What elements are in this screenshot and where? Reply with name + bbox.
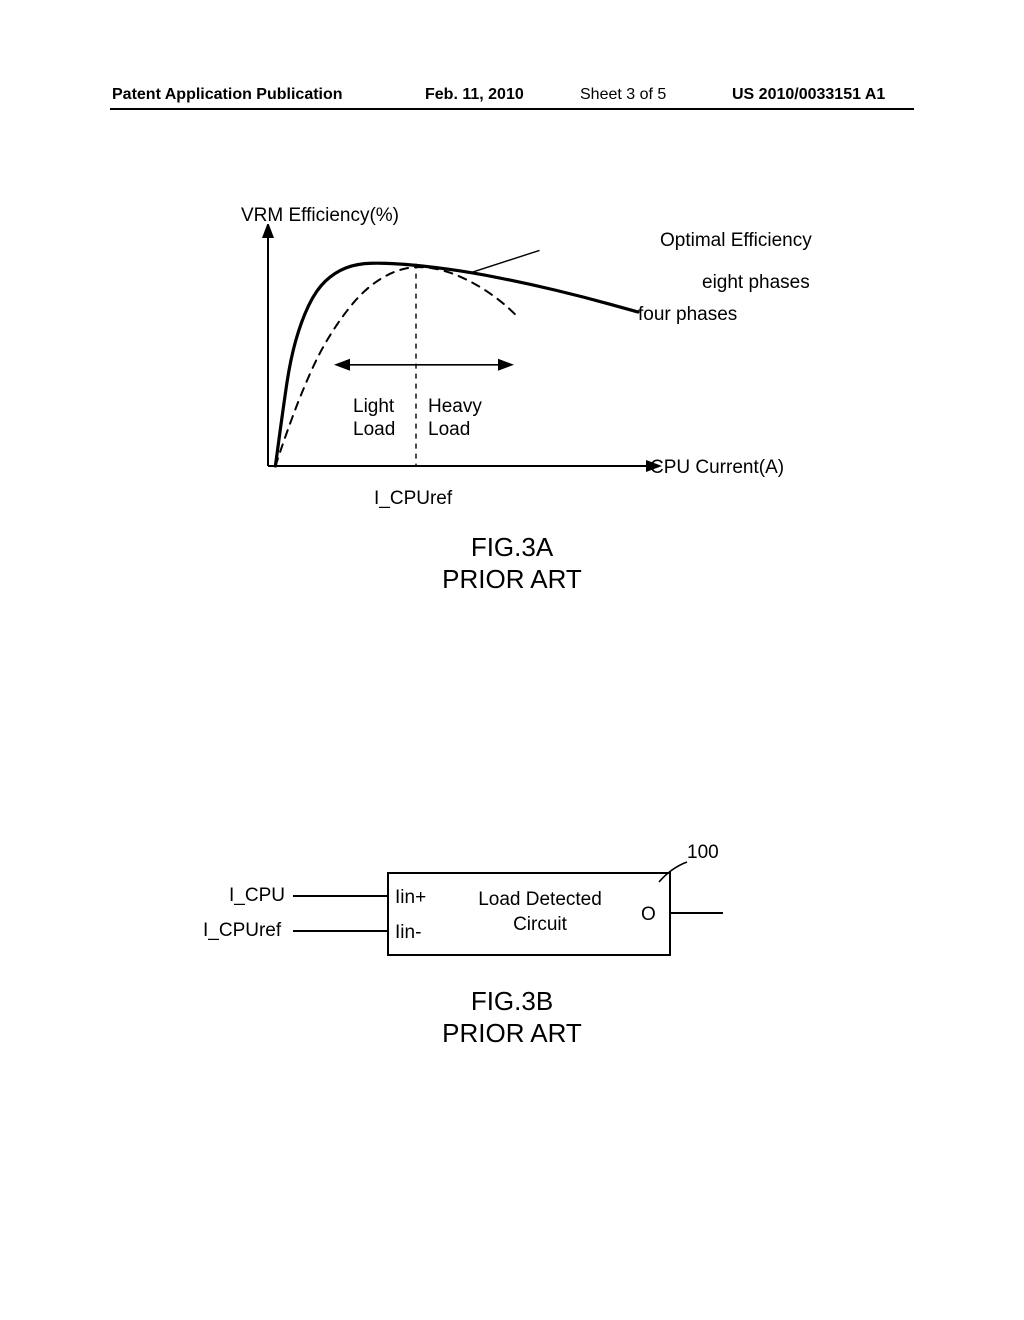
header-rule xyxy=(110,108,914,110)
page: Patent Application Publication Feb. 11, … xyxy=(0,0,1024,1320)
icpu-label: I_CPU xyxy=(229,885,285,907)
out-label: O xyxy=(641,904,656,926)
load-detected-circuit-diagram: 100 I_CPU I_CPUref Iin+ Iin- Load Detect… xyxy=(257,850,807,1000)
wire-in1-icon xyxy=(293,895,387,897)
pin1-label: Iin+ xyxy=(395,887,426,909)
header-date: Feb. 11, 2010 xyxy=(425,86,524,104)
header-left: Patent Application Publication xyxy=(112,86,343,104)
fig3a-subtitle: PRIOR ART xyxy=(0,564,1024,595)
fig3b-title: FIG.3B xyxy=(0,986,1024,1017)
icpuref-label: I_CPUref xyxy=(203,920,281,942)
wire-out-icon xyxy=(669,912,723,914)
x-axis-label: CPU Current(A) xyxy=(650,457,784,479)
eight-phases-label: eight phases xyxy=(702,272,810,294)
circuit-text: Load Detected Circuit xyxy=(445,888,635,937)
header-pubno: US 2010/0033151 A1 xyxy=(732,86,885,104)
header-sheet: Sheet 3 of 5 xyxy=(580,86,666,104)
wire-in2-icon xyxy=(293,930,387,932)
fig3a-title: FIG.3A xyxy=(0,532,1024,563)
four-phases-label: four phases xyxy=(638,304,737,326)
fig3b-subtitle: PRIOR ART xyxy=(0,1018,1024,1049)
pin2-label: Iin- xyxy=(395,922,421,944)
efficiency-chart xyxy=(250,224,810,524)
heavy-load-label: Heavy Load xyxy=(428,396,482,442)
circuit-box: Iin+ Iin- Load Detected Circuit O xyxy=(387,872,671,956)
optimal-label: Optimal Efficiency xyxy=(660,230,812,252)
x-ref-tick: I_CPUref xyxy=(374,488,452,510)
light-load-label: Light Load xyxy=(353,396,395,442)
